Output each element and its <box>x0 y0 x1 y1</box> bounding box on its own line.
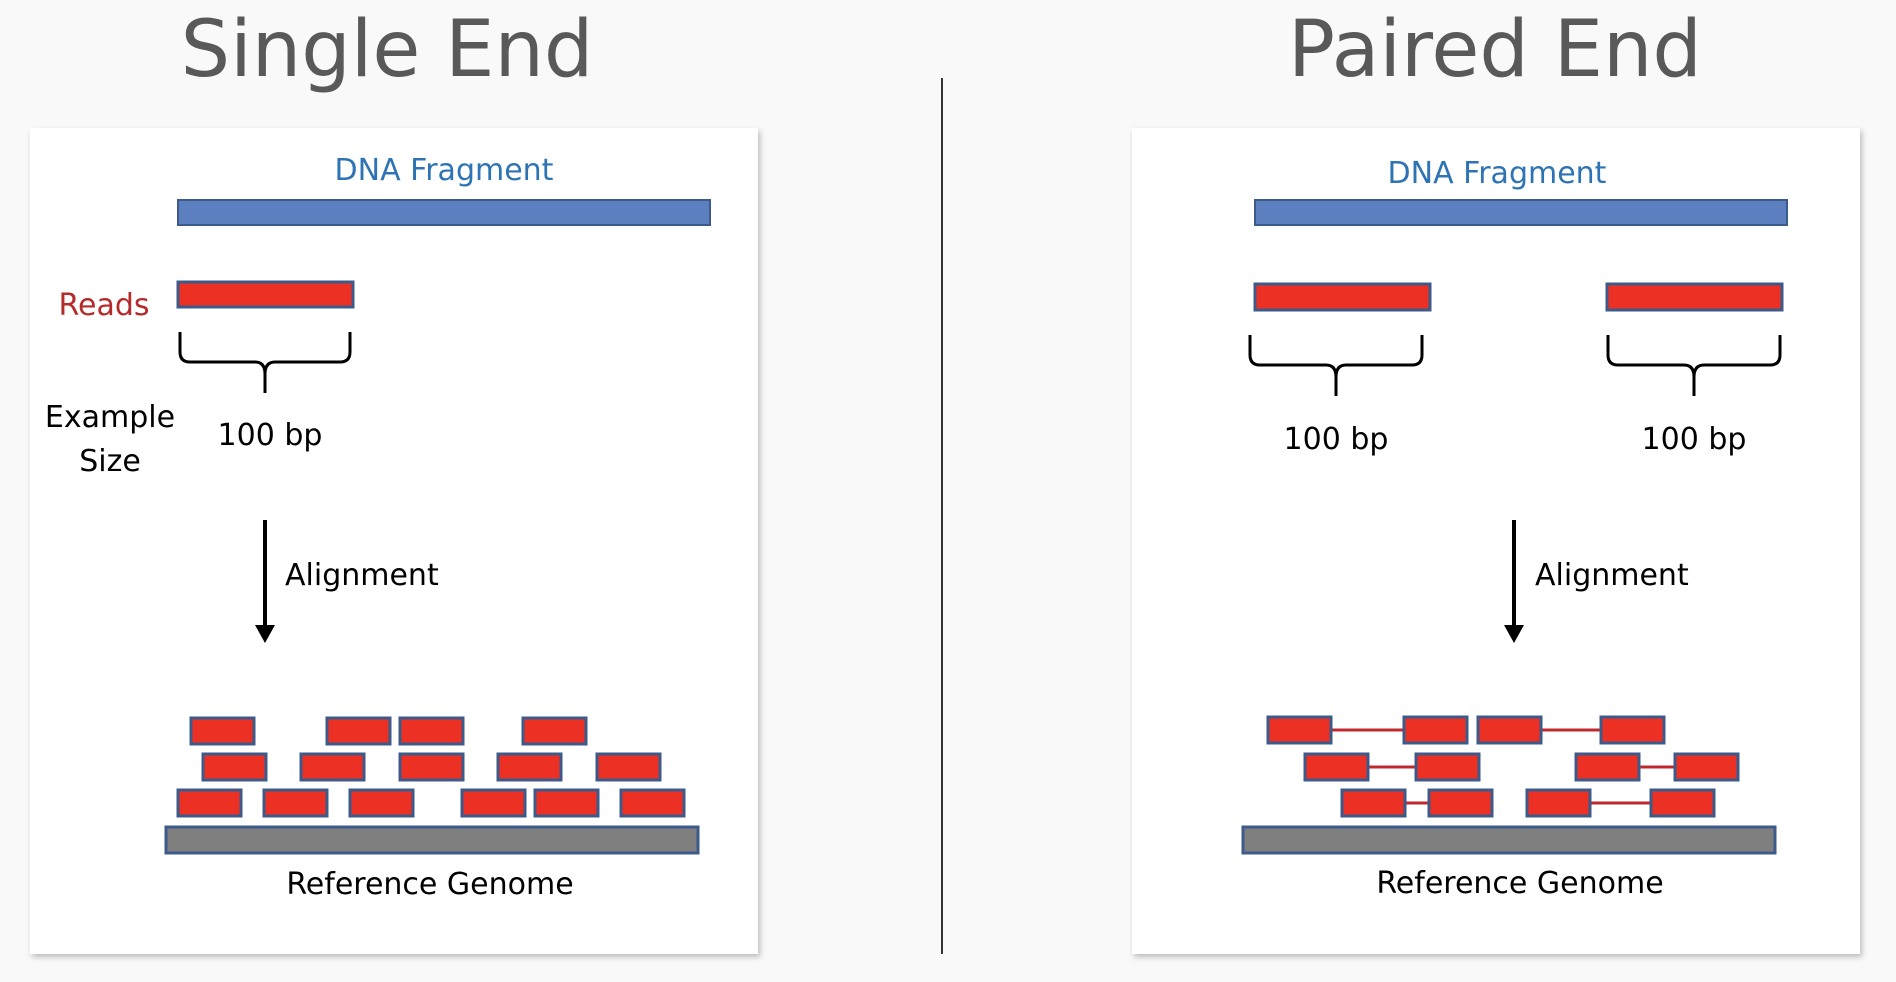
paired-end-panel <box>1132 128 1860 954</box>
aligned-read <box>460 788 527 818</box>
aligned-read <box>299 752 366 782</box>
single-arrow-head <box>255 625 275 643</box>
aligned-read <box>1525 788 1592 818</box>
aligned-read <box>1673 752 1740 782</box>
paired-size-label-1: 100 bp <box>1284 422 1389 457</box>
aligned-read <box>1574 752 1641 782</box>
single-alignment-label: Alignment <box>285 558 439 593</box>
aligned-read <box>1402 715 1469 745</box>
single-end-content: DNA Fragment Reads Example Size 100 bp A… <box>45 153 711 902</box>
aligned-read <box>176 788 243 818</box>
aligned-read <box>1340 788 1407 818</box>
example-label-line2: Size <box>79 444 141 479</box>
single-reference-genome <box>164 825 700 855</box>
aligned-read <box>398 716 465 746</box>
paired-size-label-2: 100 bp <box>1642 422 1747 457</box>
paired-reference-genome <box>1241 825 1777 855</box>
paired-alignment-label: Alignment <box>1535 558 1689 593</box>
single-dna-fragment <box>177 199 711 226</box>
paired-aligned-reads <box>1266 715 1740 818</box>
aligned-read <box>1476 715 1543 745</box>
paired-dna-fragment <box>1254 199 1788 226</box>
single-end-title: Single End <box>181 5 594 95</box>
paired-read-2 <box>1605 282 1784 312</box>
aligned-read <box>521 716 588 746</box>
paired-end-content: DNA Fragment 100 bp 100 bp Alignment <box>1241 156 1788 901</box>
aligned-read <box>1303 752 1370 782</box>
paired-fragment-label: DNA Fragment <box>1388 156 1607 191</box>
paired-end-title: Paired End <box>1288 5 1702 95</box>
aligned-read <box>1414 752 1481 782</box>
paired-arrow-head <box>1504 625 1524 643</box>
paired-read-1 <box>1253 282 1432 312</box>
aligned-read <box>1649 788 1716 818</box>
aligned-read <box>201 752 268 782</box>
aligned-read <box>496 752 563 782</box>
aligned-read <box>619 788 686 818</box>
aligned-read <box>1427 788 1494 818</box>
single-aligned-reads <box>176 716 686 818</box>
aligned-read <box>189 716 256 746</box>
aligned-read <box>533 788 600 818</box>
paired-size-brace-1 <box>1248 335 1424 396</box>
aligned-read <box>1266 715 1333 745</box>
reads-label: Reads <box>58 288 149 323</box>
single-reference-label: Reference Genome <box>286 867 573 902</box>
paired-size-brace-2 <box>1606 335 1782 396</box>
aligned-read <box>325 716 392 746</box>
aligned-read <box>398 752 465 782</box>
example-label-line1: Example <box>45 400 175 435</box>
single-size-brace <box>178 332 352 393</box>
aligned-read <box>348 788 415 818</box>
single-size-label: 100 bp <box>218 418 323 453</box>
single-read <box>176 280 355 309</box>
paired-reference-label: Reference Genome <box>1376 866 1663 901</box>
aligned-read <box>1599 715 1666 745</box>
aligned-read <box>595 752 662 782</box>
single-fragment-label: DNA Fragment <box>335 153 554 188</box>
aligned-read <box>262 788 329 818</box>
